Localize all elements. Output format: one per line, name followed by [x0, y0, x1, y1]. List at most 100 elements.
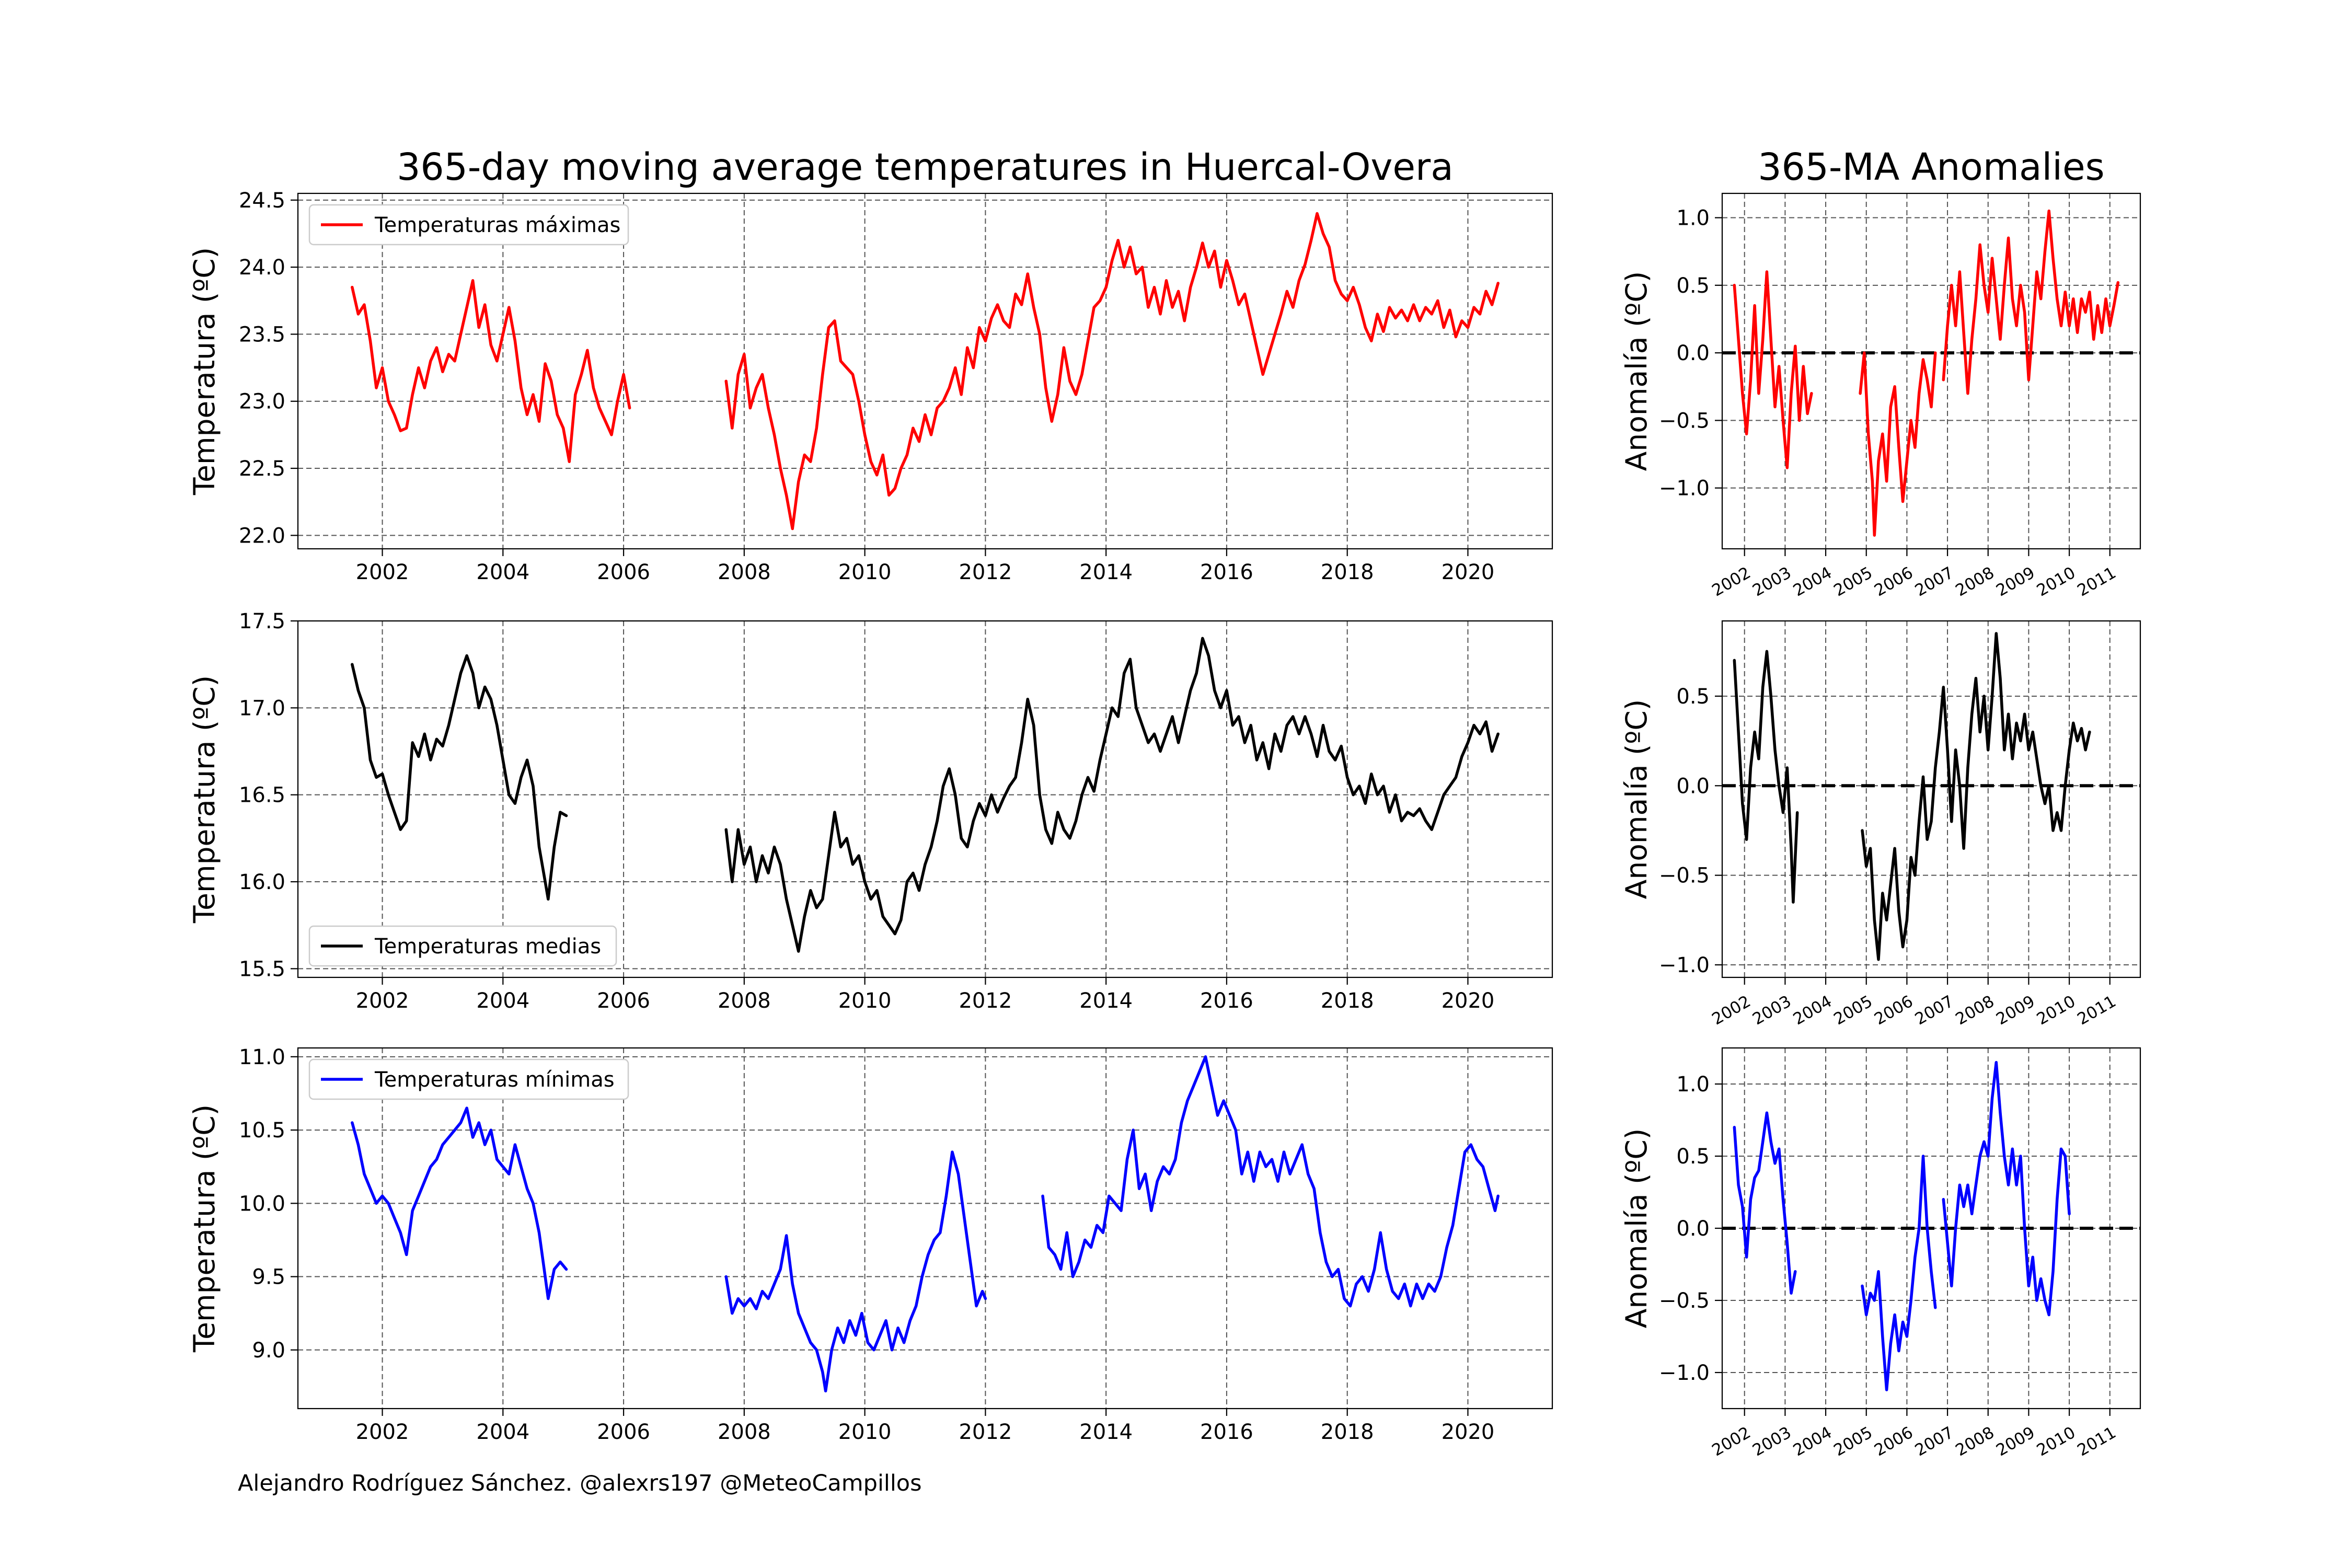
legend: Temperaturas máximas [308, 204, 629, 246]
y-tick-label: 10.0 [239, 1192, 285, 1216]
series-group [1733, 1060, 2071, 1391]
y-tick-label: −1.0 [1659, 1361, 1710, 1385]
series-line [351, 279, 631, 463]
x-axis: 2002 2004 2006 2008 2010 2012 2014 2016 2018 2020 [356, 1409, 1495, 1444]
y-tick-label: 10.5 [239, 1119, 285, 1143]
y-tick-label: 23.0 [239, 390, 285, 414]
legend-label: Temperaturas mínimas [374, 1068, 615, 1092]
x-tick-label: 2008 [718, 989, 771, 1013]
x-tick-label: 2018 [1321, 1420, 1374, 1444]
x-tick-label: 2018 [1321, 560, 1374, 584]
x-tick-label: 2020 [1442, 560, 1495, 584]
y-tick-label: 11.0 [239, 1045, 285, 1069]
legend-label: Temperaturas máximas [374, 213, 620, 237]
y-axis: 22.0 22.5 23.0 23.5 24.0 24.5 [239, 189, 298, 548]
x-tick-label: 2020 [1442, 1420, 1495, 1444]
x-tick-label: 2018 [1321, 989, 1374, 1013]
series-line [1861, 632, 2091, 961]
x-tick-label: 2008 [718, 1420, 771, 1444]
legend-box [308, 925, 617, 967]
axes-frame [1721, 620, 2141, 978]
series-group [351, 637, 1500, 953]
y-axis: 9.0 9.5 10.0 10.5 11.0 [239, 1045, 298, 1363]
y-tick-label: 16.0 [239, 870, 285, 894]
chart-title: 365-day moving average temperatures in H… [397, 145, 1454, 189]
series-line [724, 637, 1500, 953]
panel-ma-mean: 2002 2004 2006 2008 2010 2012 2014 2016 2018 2020… [188, 609, 1553, 1013]
y-axis-label: Anomalía (ºC) [1620, 1128, 1653, 1328]
y-tick-label: 23.5 [239, 322, 285, 347]
y-tick-label: −0.5 [1659, 1289, 1710, 1313]
series-line [351, 654, 568, 901]
x-tick-label: 2002 [356, 989, 409, 1013]
series-line [351, 1106, 568, 1300]
figure-credit: Alejandro Rodríguez Sánchez. @alexrs197 … [238, 1470, 922, 1496]
legend: Temperaturas medias [308, 925, 617, 967]
legend-box [308, 204, 629, 246]
y-tick-label: 17.0 [239, 696, 285, 720]
y-tick-label: 24.5 [239, 189, 285, 213]
x-tick-label: 2002 [356, 560, 409, 584]
y-tick-label: 0.5 [1676, 685, 1710, 709]
panel-ma-min: 2002 2004 2006 2008 2010 2012 2014 2016 2018 2020… [188, 1045, 1553, 1444]
y-tick-label: 22.0 [239, 524, 285, 548]
y-tick-label: 0.0 [1676, 774, 1710, 798]
y-axis: −1.0 −0.5 0.0 0.5 [1659, 685, 1722, 977]
y-tick-label: −0.5 [1659, 864, 1710, 888]
legend: Temperaturas mínimas [308, 1058, 629, 1100]
x-tick-label: 2012 [959, 1420, 1012, 1444]
y-tick-label: 1.0 [1676, 1073, 1710, 1097]
y-axis: −1.0 −0.5 0.0 0.5 1.0 [1659, 206, 1722, 501]
y-tick-label: −1.0 [1659, 477, 1710, 501]
y-tick-label: 22.5 [239, 457, 285, 481]
series-line [724, 212, 1500, 531]
y-tick-label: 24.0 [239, 256, 285, 280]
axes-frame [297, 1047, 1553, 1410]
x-tick-label: 2012 [959, 560, 1012, 584]
y-tick-label: 17.5 [239, 609, 285, 633]
series-line [1041, 1055, 1500, 1308]
x-tick-label: 2010 [838, 560, 892, 584]
series-line [1733, 270, 1813, 469]
x-tick-label: 2006 [597, 1420, 650, 1444]
grid [298, 1048, 1552, 1409]
x-tick-label: 2004 [476, 1420, 529, 1444]
y-axis-label: Temperatura (ºC) [188, 675, 221, 924]
y-axis: 15.5 16.0 16.5 17.0 17.5 [239, 609, 298, 981]
x-tick-label: 2010 [838, 989, 892, 1013]
x-tick-label: 2016 [1200, 1420, 1253, 1444]
series-line [1942, 209, 2120, 395]
y-tick-label: 1.0 [1676, 206, 1710, 230]
x-tick-label: 2016 [1200, 560, 1253, 584]
x-tick-label: 2010 [838, 1420, 892, 1444]
x-tick-label: 2004 [476, 989, 529, 1013]
x-tick-label: 2006 [597, 989, 650, 1013]
x-tick-label: 2006 [597, 560, 650, 584]
y-tick-label: 0.0 [1676, 1217, 1710, 1241]
chart-title: 365-MA Anomalies [1758, 145, 2104, 189]
x-tick-label: 2002 [356, 1420, 409, 1444]
series-line [1861, 1155, 1937, 1391]
axes-frame [1721, 192, 2141, 550]
y-axis-label: Anomalía (ºC) [1620, 271, 1653, 471]
series-line [1733, 650, 1799, 904]
x-tick-label: 2014 [1079, 989, 1133, 1013]
grid [298, 193, 1552, 549]
x-tick-label: 2014 [1079, 1420, 1133, 1444]
axes-frame [297, 192, 1553, 550]
series-line [1733, 1111, 1797, 1295]
x-axis: 2002 2004 2006 2008 2010 2012 2014 2016 2018 2020 [356, 977, 1495, 1013]
series-group [1733, 209, 2120, 537]
series-group [351, 212, 1500, 531]
y-axis: −1.0 −0.5 0.0 0.5 1.0 [1659, 1073, 1722, 1385]
legend-box [308, 1058, 629, 1100]
y-tick-label: 0.5 [1676, 1145, 1710, 1169]
x-tick-label: 2020 [1442, 989, 1495, 1013]
panel-ma-max: 2002 2004 2006 2008 2010 2012 2014 2016 2018 2020… [188, 145, 1553, 584]
y-tick-label: 15.5 [239, 957, 285, 981]
y-axis-label: Temperatura (ºC) [188, 1104, 221, 1353]
legend-label: Temperaturas medias [374, 935, 601, 959]
y-axis-label: Temperatura (ºC) [188, 247, 221, 495]
y-tick-label: 16.5 [239, 783, 285, 808]
